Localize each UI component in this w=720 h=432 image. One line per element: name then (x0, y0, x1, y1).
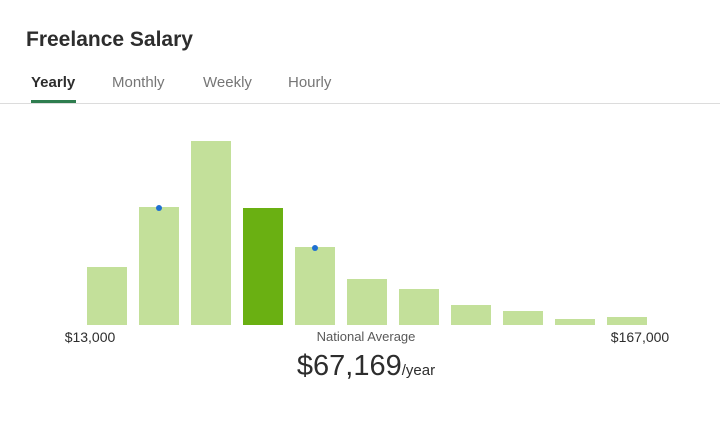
tabs: Yearly Monthly Weekly Hourly (31, 74, 332, 103)
tab[interactable]: Yearly (31, 74, 76, 91)
tab-underline (31, 100, 76, 103)
bar (607, 317, 647, 325)
histogram: $13,000 $167,000 National Average $67,169/y… (65, 141, 670, 382)
average-unit: /year (402, 362, 435, 379)
dot (312, 245, 318, 251)
average-caption: National Average (317, 329, 416, 344)
bar (87, 267, 127, 325)
bar (347, 279, 387, 325)
bar (139, 207, 179, 325)
average: $67,169/year (297, 350, 435, 382)
bar (295, 247, 335, 325)
bar (399, 289, 439, 325)
bar (555, 319, 595, 325)
tab[interactable]: Weekly (203, 74, 252, 91)
bar (503, 311, 543, 325)
x-tick-label: $167,000 (611, 329, 670, 345)
bar (243, 208, 283, 325)
average-value: $67,169 (297, 350, 402, 382)
tab[interactable]: Hourly (288, 74, 332, 91)
bar (191, 141, 231, 325)
title: Freelance Salary (26, 28, 193, 51)
dot (156, 205, 162, 211)
x-tick-label: $13,000 (65, 329, 116, 345)
bar (451, 305, 491, 325)
tab[interactable]: Monthly (112, 74, 165, 91)
